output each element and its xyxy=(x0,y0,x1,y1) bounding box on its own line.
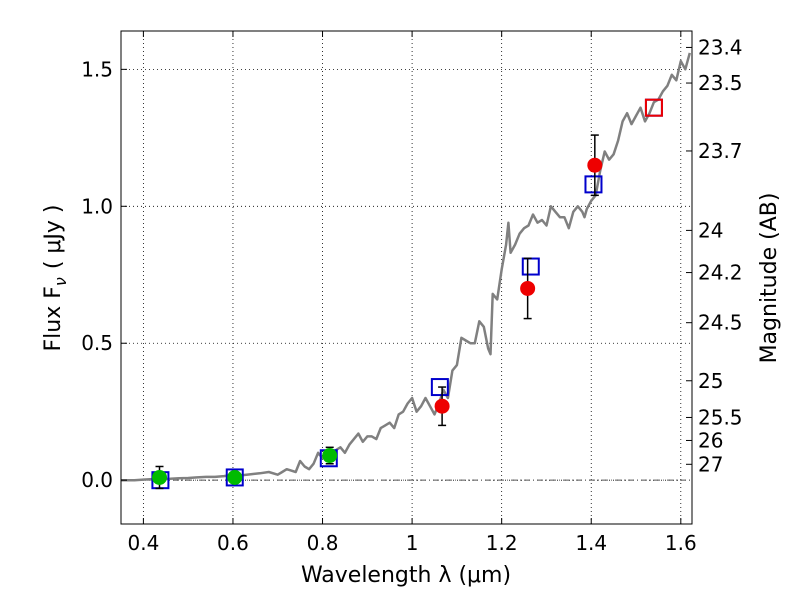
mag-tick-label: 24.2 xyxy=(698,261,743,285)
x-tick-label: 0.4 xyxy=(127,531,159,555)
ground-photometry-point xyxy=(152,469,168,485)
y-axis-label: Flux Fν ( μJy ) xyxy=(41,205,70,352)
x-tick-label: 0.8 xyxy=(307,531,339,555)
y-axis-label-subscript: ν xyxy=(51,277,70,286)
y2-axis-label: Magnitude (AB) xyxy=(757,193,782,364)
y-axis-label-units: ( μJy ) xyxy=(41,205,66,270)
model-photometry-marker xyxy=(430,378,449,397)
hst-photometry-point xyxy=(587,157,603,173)
plot-area xyxy=(121,31,692,524)
x-tick-label: 1 xyxy=(406,531,419,555)
mag-tick-label: 27 xyxy=(698,452,723,476)
x-tick-label: 1.2 xyxy=(486,531,518,555)
mag-tick-label: 23.4 xyxy=(698,35,743,59)
x-axis-label: Wavelength λ (μm) xyxy=(301,563,511,588)
mag-tick-label: 24 xyxy=(698,218,723,242)
model-spectrum-line xyxy=(121,52,692,482)
mag-tick-label: 24.5 xyxy=(698,311,743,335)
upper-limit-marker xyxy=(644,98,663,117)
plot-frame xyxy=(120,30,693,525)
hst-photometry-point xyxy=(520,280,536,296)
ground-photometry-point xyxy=(227,469,243,485)
ground-photometry-point xyxy=(322,448,338,464)
axis-ticks: 0.4 0.6 0.8 1 1.2 1.4 1.6 0.0 0.5 1.0 1.5 23.4 23.5 2… xyxy=(81,31,743,555)
mag-tick-label: 26 xyxy=(698,428,723,452)
y-tick-label: 0.0 xyxy=(81,468,113,492)
x-tick-label: 1.6 xyxy=(665,531,697,555)
y-tick-label: 1.5 xyxy=(81,57,113,81)
mag-tick-label: 25 xyxy=(698,369,723,393)
y-tick-label: 0.5 xyxy=(81,331,113,355)
mag-tick-label: 23.7 xyxy=(698,139,743,163)
x-tick-label: 0.6 xyxy=(217,531,249,555)
model-photometry-marker xyxy=(584,175,603,194)
model-photometry-marker xyxy=(225,468,244,487)
hst-photometry-point xyxy=(434,398,450,414)
data-markers xyxy=(151,98,663,490)
mag-tick-label: 23.5 xyxy=(698,71,743,95)
mag-tick-label: 25.5 xyxy=(698,405,743,429)
y-axis-label-main: Flux F xyxy=(41,286,66,351)
y-tick-label: 1.0 xyxy=(81,194,113,218)
x-tick-label: 1.4 xyxy=(575,531,607,555)
